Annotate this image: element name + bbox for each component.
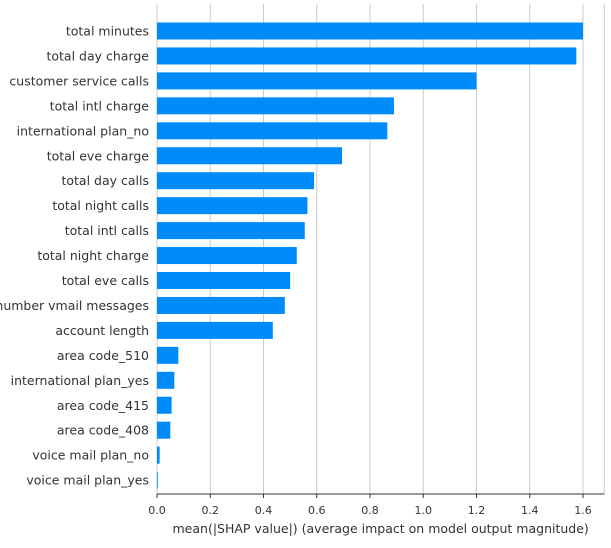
category-label: total night calls <box>52 198 149 213</box>
x-tick-label: 1.4 <box>521 504 539 517</box>
bar <box>157 97 394 115</box>
x-tick-label: 0.8 <box>361 504 379 517</box>
category-label: total night charge <box>37 248 149 263</box>
category-label: number vmail messages <box>0 298 149 313</box>
x-tick-label: 1.0 <box>415 504 433 517</box>
bar <box>157 147 343 165</box>
x-tick-label: 0.2 <box>202 504 220 517</box>
bar <box>157 22 583 40</box>
bar <box>157 172 315 190</box>
category-label: area code_510 <box>57 348 149 363</box>
bar <box>157 346 179 364</box>
bar <box>157 47 577 65</box>
bar <box>157 471 158 489</box>
bar <box>157 421 171 439</box>
category-label: total day charge <box>46 48 149 63</box>
category-label: total eve calls <box>62 273 149 288</box>
category-label: total minutes <box>66 24 149 39</box>
bar <box>157 122 388 140</box>
bar <box>157 247 297 265</box>
category-label: total eve charge <box>47 148 150 163</box>
category-label: total day calls <box>61 173 149 188</box>
bar <box>157 272 291 289</box>
category-label: total intl charge <box>50 98 150 113</box>
category-label: voice mail plan_yes <box>26 473 149 488</box>
bar-layer <box>157 22 583 489</box>
category-label: total intl calls <box>65 223 149 238</box>
bar <box>157 371 175 389</box>
bar <box>157 72 477 90</box>
bar <box>157 296 285 314</box>
x-tick-label: 0.6 <box>308 504 326 517</box>
category-label: voice mail plan_no <box>32 448 149 463</box>
x-axis: 0.0 0.2 0.4 0.6 0.8 1.0 1.2 1.4 1.6 <box>148 493 605 517</box>
category-label: international plan_no <box>17 123 149 138</box>
x-tick-label: 0.0 <box>148 504 166 517</box>
category-label: customer service calls <box>9 73 149 88</box>
bar <box>157 222 305 240</box>
bar <box>157 197 308 215</box>
category-label-layer: total minutes total day charge customer se… <box>0 24 149 488</box>
x-tick-label: 0.4 <box>255 504 273 517</box>
category-label: account length <box>55 323 149 338</box>
bar <box>157 446 160 464</box>
category-label: area code_408 <box>57 423 149 438</box>
category-label: international plan_yes <box>11 373 149 388</box>
x-tick-label: 1.6 <box>574 504 592 517</box>
bar <box>157 396 172 414</box>
bar <box>157 321 273 339</box>
category-label: area code_415 <box>57 398 149 413</box>
x-axis-title: mean(|SHAP value|) (average impact on mo… <box>173 521 589 536</box>
x-tick-label: 1.2 <box>468 504 486 517</box>
